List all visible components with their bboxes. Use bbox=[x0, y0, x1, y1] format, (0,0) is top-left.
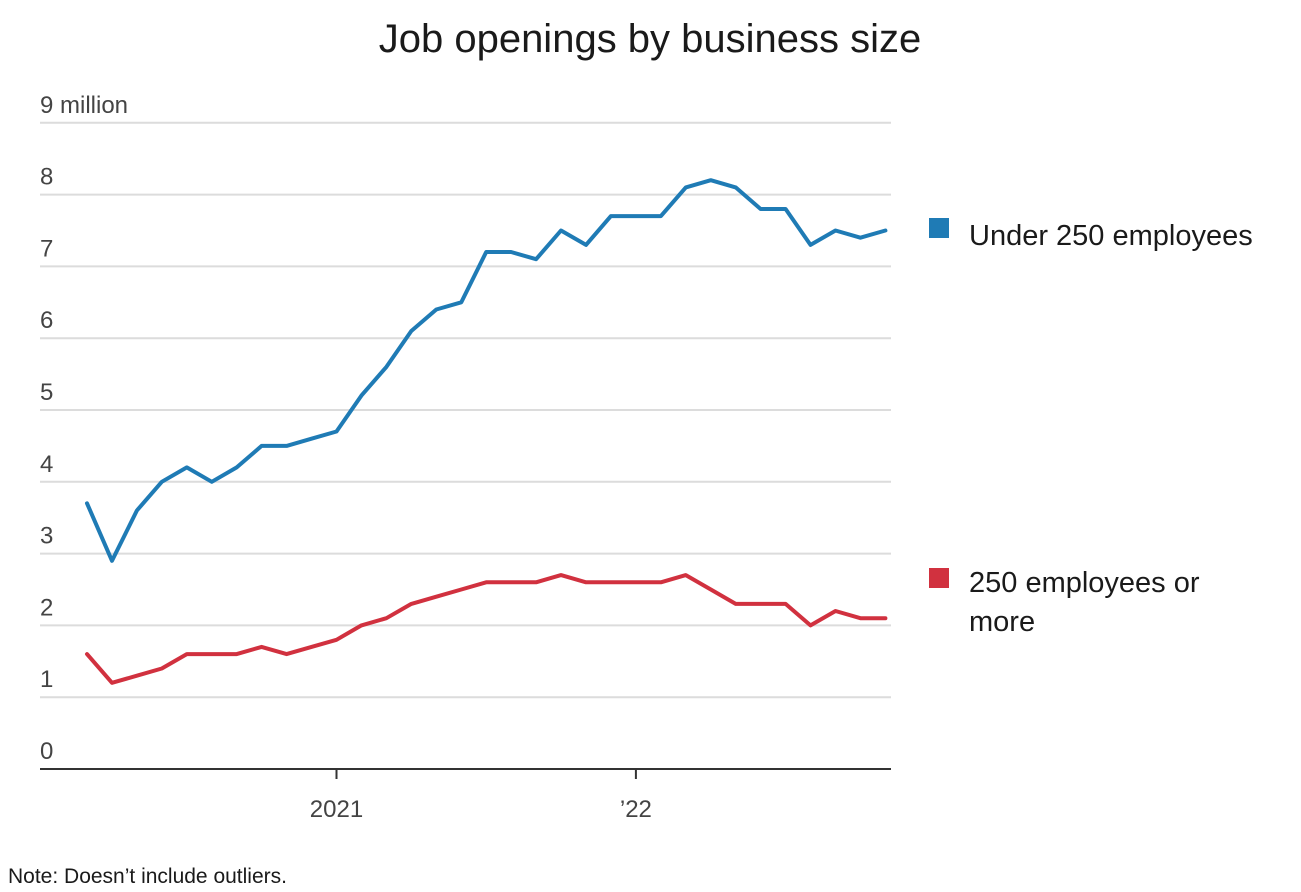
y-tick-label: 1 bbox=[40, 666, 53, 693]
x-axis-ticks: 2021 ’22 bbox=[310, 769, 652, 823]
y-tick-label: 3 bbox=[40, 523, 53, 550]
chart-title: Job openings by business size bbox=[379, 17, 922, 61]
series-line-over-250 bbox=[85, 573, 888, 685]
y-axis-ticks: 0 1 2 3 4 5 6 7 8 9 million bbox=[40, 92, 128, 765]
y-tick-label: 8 bbox=[40, 164, 53, 191]
legend-label-over-250-line2: more bbox=[969, 606, 1035, 638]
y-tick-label: 6 bbox=[40, 307, 53, 334]
gridlines bbox=[40, 121, 891, 699]
legend-label-under-250: Under 250 employees bbox=[969, 220, 1253, 252]
series-lines bbox=[85, 178, 888, 685]
y-tick-label: 4 bbox=[40, 451, 53, 478]
legend: Under 250 employees 250 employees or mor… bbox=[929, 218, 1253, 638]
legend-label-over-250-line1: 250 employees or bbox=[969, 567, 1200, 599]
x-tick-label: 2021 bbox=[310, 796, 363, 823]
footnote: Note: Doesn’t include outliers. bbox=[8, 865, 287, 888]
y-tick-label: 2 bbox=[40, 594, 53, 621]
y-tick-label: 7 bbox=[40, 235, 53, 262]
x-tick-label: ’22 bbox=[620, 796, 652, 823]
y-tick-label: 9 million bbox=[40, 92, 128, 119]
y-tick-label: 0 bbox=[40, 738, 53, 765]
legend-swatch-over-250 bbox=[929, 568, 949, 588]
y-tick-label: 5 bbox=[40, 379, 53, 406]
legend-swatch-under-250 bbox=[929, 218, 949, 238]
series-line-under-250 bbox=[85, 178, 888, 563]
